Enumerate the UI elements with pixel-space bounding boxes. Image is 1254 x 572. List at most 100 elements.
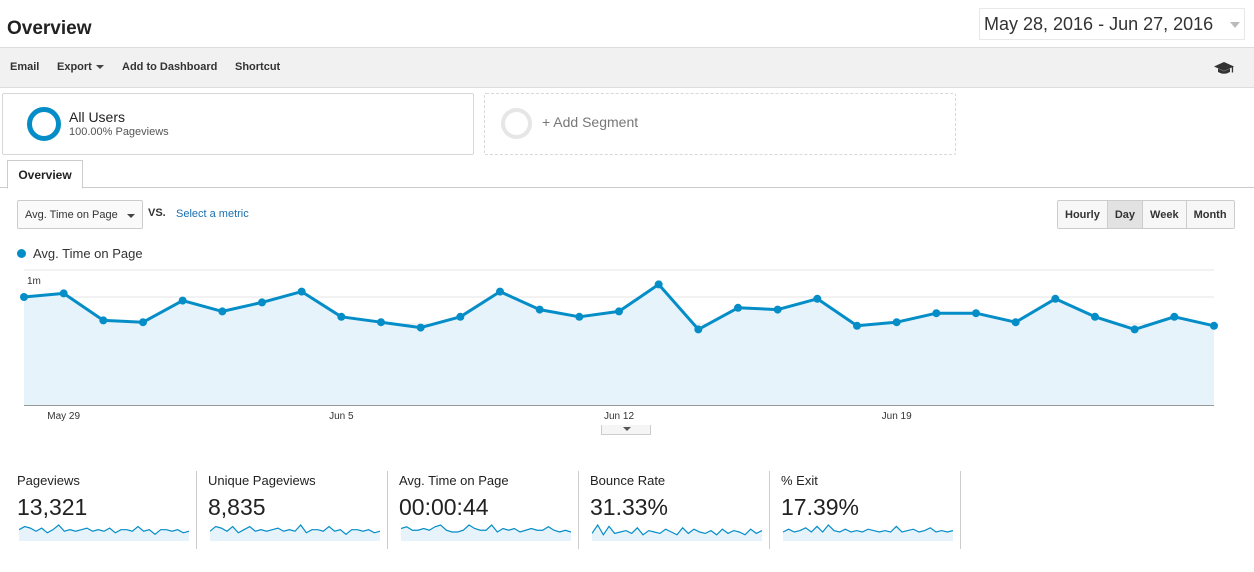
data-point[interactable] [139,318,147,327]
data-point[interactable] [218,307,227,316]
sparkline-area [783,525,953,541]
data-point[interactable] [853,321,861,330]
chevron-down-icon [127,214,135,218]
page-title: Overview [7,18,92,39]
granularity-toggle: Hourly Day Week Month [1057,200,1235,229]
x-tick-label: Jun 19 [882,411,912,422]
sparkline-line [592,523,762,536]
scorecard[interactable]: Avg. Time on Page 00:00:44 [399,471,579,549]
sparkline-line [19,524,189,536]
scorecard-label: Unique Pageviews [208,473,316,488]
sparkline-line [210,524,380,536]
sparkline-line [401,524,571,533]
x-tick-label: Jun 12 [604,411,634,422]
add-segment-label: + Add Segment [542,114,639,130]
empty-segment-ring-icon [501,108,532,139]
chart-collapse-toggle[interactable] [601,425,651,435]
sparkline-area [401,525,571,541]
y-tick-label: 1m [27,276,41,287]
data-point[interactable] [1051,294,1060,303]
scorecard-label: % Exit [781,473,818,488]
granularity-hourly[interactable]: Hourly [1058,201,1107,228]
chart-legend[interactable]: Avg. Time on Page [17,246,143,261]
metric-dropdown[interactable]: Avg. Time on Page [17,200,143,229]
granularity-week[interactable]: Week [1142,201,1186,228]
segment-all-users[interactable]: All Users 100.00% Pageviews [2,93,474,155]
graduation-cap-icon[interactable] [1214,60,1234,76]
data-point[interactable] [1210,321,1218,330]
scorecard-value: 17.39% [781,494,860,520]
data-point[interactable] [416,323,425,332]
sparkline [592,523,762,541]
tab-overview[interactable]: Overview [7,160,83,189]
data-point[interactable] [972,309,980,318]
segment-name: All Users [69,109,126,125]
x-tick-label: Jun 5 [329,411,354,422]
data-point[interactable] [59,289,68,298]
scorecard[interactable]: Pageviews 13,321 [17,471,197,549]
shortcut-button[interactable]: Shortcut [235,61,281,73]
report-toolbar: Email Export Add to Dashboard Shortcut [0,47,1254,88]
scorecard-value: 31.33% [590,494,669,520]
data-point[interactable] [773,305,782,314]
data-point[interactable] [20,293,28,301]
data-point[interactable] [1170,312,1179,321]
data-point[interactable] [615,307,623,316]
data-point[interactable] [456,312,465,321]
data-point[interactable] [1130,325,1139,334]
data-point[interactable] [496,287,504,296]
data-point[interactable] [892,318,901,327]
scorecard-label: Avg. Time on Page [399,473,509,488]
data-point[interactable] [535,305,544,314]
scorecard-value: 8,835 [208,494,266,520]
sparkline [401,524,571,541]
granularity-month[interactable]: Month [1185,201,1234,228]
email-button[interactable]: Email [10,61,40,73]
scorecard[interactable]: Bounce Rate 31.33% [590,471,770,549]
x-tick-label: May 29 [47,411,80,422]
data-point[interactable] [694,325,703,334]
scorecard-value: 00:00:44 [399,494,489,520]
export-button[interactable]: Export [57,61,104,73]
sparkline [19,524,189,541]
data-point[interactable] [1011,318,1020,327]
data-point[interactable] [654,280,663,289]
data-point[interactable] [575,312,584,321]
sparkline-area [592,525,762,541]
tab-divider [0,187,1254,188]
data-point[interactable] [932,309,941,318]
data-point[interactable] [337,312,346,321]
data-point[interactable] [1091,312,1099,321]
data-point[interactable] [99,316,108,325]
metric-dropdown-value: Avg. Time on Page [25,209,118,221]
granularity-day[interactable]: Day [1106,201,1143,228]
legend-dot-icon [17,249,26,259]
chevron-down-icon [623,427,631,431]
scorecard-value: 13,321 [17,494,88,520]
scorecard-label: Pageviews [17,473,80,488]
data-point[interactable] [813,294,822,303]
sparkline [783,524,953,541]
add-to-dashboard-button[interactable]: Add to Dashboard [122,61,218,73]
segment-ring-icon [27,107,61,141]
series-area [24,284,1214,405]
date-range-text: May 28, 2016 - Jun 27, 2016 [984,14,1214,34]
data-point[interactable] [377,318,385,327]
sparkline [210,524,380,541]
select-metric-link[interactable]: Select a metric [176,208,249,220]
vs-label: VS. [148,207,166,219]
data-point[interactable] [178,296,187,305]
scorecard-label: Bounce Rate [590,473,666,488]
scorecard[interactable]: Unique Pageviews 8,835 [208,471,388,549]
scorecard[interactable]: % Exit 17.39% [781,471,961,549]
sparkline-line [783,524,953,533]
data-point[interactable] [734,303,742,312]
date-range-picker[interactable]: May 28, 2016 - Jun 27, 2016 [979,8,1245,40]
chevron-down-icon[interactable] [1230,22,1240,28]
legend-label: Avg. Time on Page [33,246,143,261]
sparkline-area [210,525,380,541]
add-segment-button[interactable]: + Add Segment [484,93,956,155]
data-point[interactable] [258,298,266,307]
data-point[interactable] [297,287,306,296]
